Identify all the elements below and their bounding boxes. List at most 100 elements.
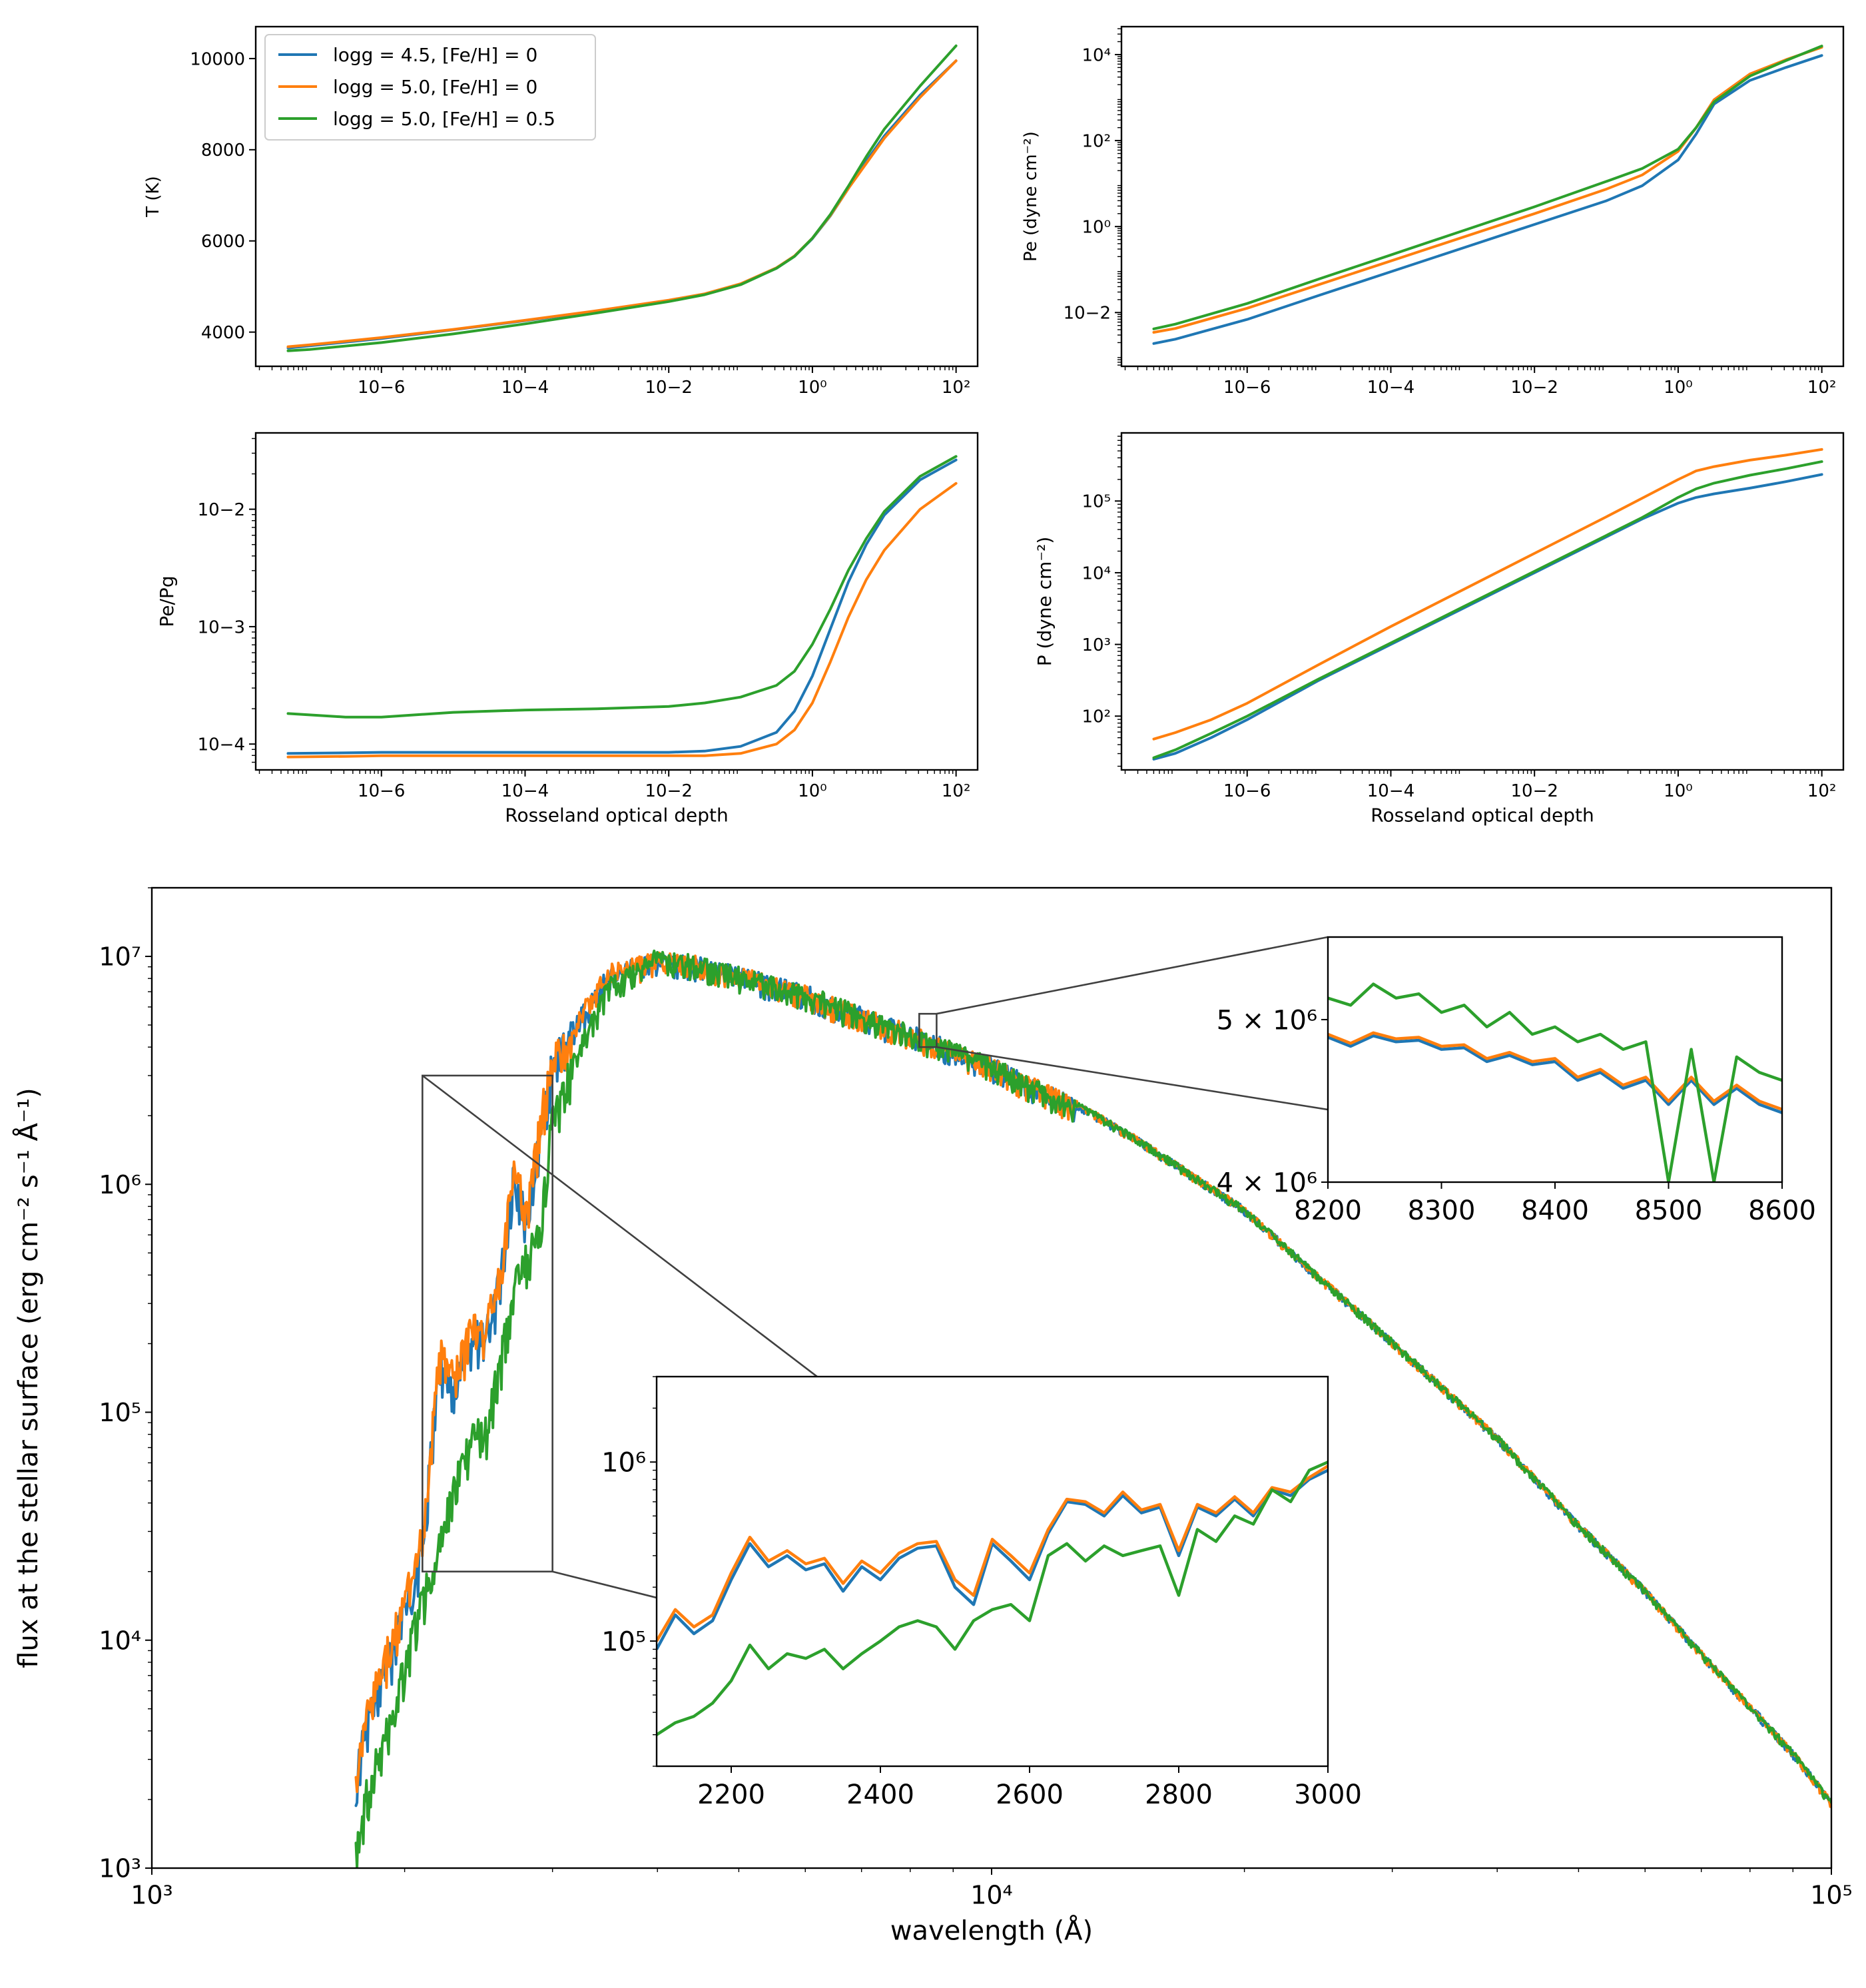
temperature-series-2 [286, 44, 958, 352]
electron-pressure-ytick-label-2: 10² [1082, 131, 1111, 151]
pe-over-pg-ylabel: Pe/Pg [156, 575, 178, 627]
electron-pressure-ytick-label-3: 10⁴ [1082, 45, 1111, 65]
temperature-ytick-label-1: 6000 [201, 232, 245, 252]
inset-uv-series-1 [657, 1465, 1328, 1642]
inset-near-ir-panel: 8200 8300 8400 8500 8600 4 × 10⁶ 5 × 10⁶ [1217, 936, 1816, 1226]
electron-pressure-series-1 [1152, 46, 1823, 334]
temperature-ytick-label-0: 4000 [201, 323, 245, 343]
inset-near-ir-series-0 [1328, 1034, 1782, 1114]
electron-pressure-ytick-label-0: 10−2 [1064, 304, 1111, 324]
pe-over-pg-xtick-label-2: 10−2 [645, 781, 692, 801]
flux-spectrum-ytick-label-4: 10⁷ [99, 942, 141, 972]
temperature-ytick-label-3: 10000 [190, 49, 245, 69]
pressure-xtick-label-2: 10−2 [1510, 781, 1558, 801]
electron-pressure-series-0 [1152, 54, 1823, 345]
pe-over-pg-axes-frame [254, 432, 979, 771]
inset-uv-series-2 [657, 1461, 1328, 1736]
temperature-xtick-label-4: 10² [942, 378, 971, 398]
pressure-plot-area [1121, 433, 1843, 770]
electron-pressure-plot-area [1121, 27, 1843, 366]
pressure-ytick-label-1: 10³ [1082, 635, 1111, 655]
electron-pressure-xtick-label-2: 10−2 [1510, 378, 1558, 398]
legend-label-green: logg = 5.0, [Fe/H] = 0.5 [333, 108, 555, 130]
pressure-ylabel: P (dyne cm⁻²) [1034, 537, 1056, 667]
flux-spectrum-xtick-label-2: 10⁵ [1810, 1881, 1853, 1910]
inset-uv-xtick-label-1: 2400 [846, 1780, 914, 1810]
pe-over-pg-plot-area [256, 433, 978, 770]
electron-pressure-xtick-label-4: 10² [1807, 378, 1837, 398]
electron-pressure-panel: 10−6 10−4 10−2 10⁰ 10² 10−2 10⁰ 10² 10⁴ Pe (dyne … [1021, 25, 1845, 398]
pe-over-pg-ytick-label-0: 10−4 [198, 735, 245, 755]
inset-near-ir-series-2 [1328, 982, 1782, 1182]
pressure-xlabel: Rosseland optical depth [1371, 805, 1594, 827]
pressure-xtick-label-1: 10−4 [1367, 781, 1414, 801]
temperature-ylabel: T (K) [143, 176, 163, 217]
pressure-ytick-label-2: 10⁴ [1082, 563, 1111, 583]
legend-frame [264, 34, 596, 141]
temperature-xtick-label-0: 10−6 [358, 378, 405, 398]
electron-pressure-series-2 [1152, 45, 1823, 330]
flux-spectrum-series-2 [354, 949, 1831, 1868]
inset-near-ir-series-group [1328, 982, 1782, 1182]
pe-over-pg-series-1 [286, 482, 958, 759]
pe-over-pg-panel: 10−6 10−4 10−2 10⁰ 10² 10−4 10−3 10−2 Rosseland … [156, 432, 979, 827]
inset-uv-xtick-label-4: 3000 [1294, 1780, 1362, 1810]
temperature-xtick-label-2: 10−2 [645, 378, 692, 398]
pe-over-pg-xtick-label-4: 10² [942, 781, 971, 801]
inset-near-ir-xtick-label-3: 8500 [1635, 1195, 1703, 1226]
inset-uv-axes-frame [655, 1375, 1329, 1768]
electron-pressure-xtick-label-1: 10−4 [1367, 378, 1414, 398]
inset-near-ir-xtick-label-2: 8400 [1521, 1195, 1589, 1226]
pressure-xtick-label-0: 10−6 [1223, 781, 1271, 801]
flux-spectrum-ytick-label-2: 10⁵ [99, 1398, 141, 1427]
pe-over-pg-xtick-label-1: 10−4 [501, 781, 549, 801]
pe-over-pg-ytick-label-1: 10−3 [198, 617, 245, 637]
flux-spectrum-ylabel: flux at the stellar surface (erg cm⁻² s⁻… [12, 1088, 44, 1668]
inset-uv-xtick-label-0: 2200 [697, 1780, 765, 1810]
flux-spectrum-xtick-label-1: 10⁴ [970, 1881, 1013, 1910]
pressure-xtick-label-3: 10⁰ [1664, 781, 1693, 801]
pe-over-pg-xtick-label-0: 10−6 [358, 781, 405, 801]
temperature-series-group [286, 44, 958, 352]
inset-uv-xtick-label-2: 2600 [996, 1780, 1064, 1810]
inset-near-ir-ytick-label-0: 4 × 10⁶ [1217, 1167, 1317, 1198]
pe-over-pg-series-group [286, 455, 958, 759]
pe-over-pg-xtick-label-3: 10⁰ [798, 781, 827, 801]
temperature-xtick-label-3: 10⁰ [798, 378, 827, 398]
pressure-ytick-label-0: 10² [1082, 707, 1111, 727]
inset-near-ir-ytick-label-1: 5 × 10⁶ [1217, 1005, 1317, 1036]
zoom-region-1 [918, 1012, 938, 1048]
legend: logg = 4.5, [Fe/H] = 0 logg = 5.0, [Fe/H… [264, 34, 596, 141]
pe-over-pg-series-2 [286, 455, 958, 719]
pressure-panel: 10−6 10−4 10−2 10⁰ 10² 10² 10³ 10⁴ 10⁵ Rosseland … [1034, 432, 1845, 827]
flux-spectrum-ytick-label-3: 10⁶ [99, 1170, 141, 1199]
electron-pressure-ylabel: Pe (dyne cm⁻²) [1021, 131, 1041, 262]
temperature-xtick-label-1: 10−4 [501, 378, 549, 398]
flux-spectrum-xtick-label-0: 10³ [131, 1881, 173, 1910]
electron-pressure-series-group [1152, 45, 1823, 345]
zoom-connector-ir-a [936, 936, 1329, 1015]
inset-uv-series-group [657, 1461, 1328, 1736]
temperature-axes-frame [254, 25, 979, 368]
legend-label-blue: logg = 4.5, [Fe/H] = 0 [333, 44, 537, 66]
flux-spectrum-ytick-label-1: 10⁴ [99, 1626, 141, 1655]
flux-spectrum-series-group [354, 949, 1831, 1868]
inset-near-ir-xtick-label-4: 8600 [1748, 1195, 1816, 1226]
inset-uv-panel: 2200 2400 2600 2800 3000 10⁵ 10⁶ [601, 1375, 1362, 1810]
pressure-xtick-label-4: 10² [1807, 781, 1837, 801]
electron-pressure-xtick-label-3: 10⁰ [1664, 378, 1693, 398]
zoom-region-0 [422, 1074, 553, 1573]
inset-near-ir-xtick-label-0: 8200 [1294, 1195, 1362, 1226]
electron-pressure-ytick-label-1: 10⁰ [1082, 218, 1111, 238]
temperature-ytick-label-2: 8000 [201, 141, 245, 161]
inset-uv-plot-area [657, 1377, 1328, 1766]
inset-uv-ytick-label-0: 10⁵ [601, 1626, 646, 1657]
inset-uv-ytick-label-1: 10⁶ [601, 1448, 646, 1479]
inset-near-ir-series-1 [1328, 1031, 1782, 1111]
pressure-ytick-label-3: 10⁵ [1082, 492, 1111, 512]
electron-pressure-xtick-label-0: 10−6 [1223, 378, 1271, 398]
flux-spectrum-xlabel: wavelength (Å) [890, 1915, 1093, 1947]
legend-label-orange: logg = 5.0, [Fe/H] = 0 [333, 76, 537, 98]
pe-over-pg-ytick-label-2: 10−2 [198, 500, 245, 520]
